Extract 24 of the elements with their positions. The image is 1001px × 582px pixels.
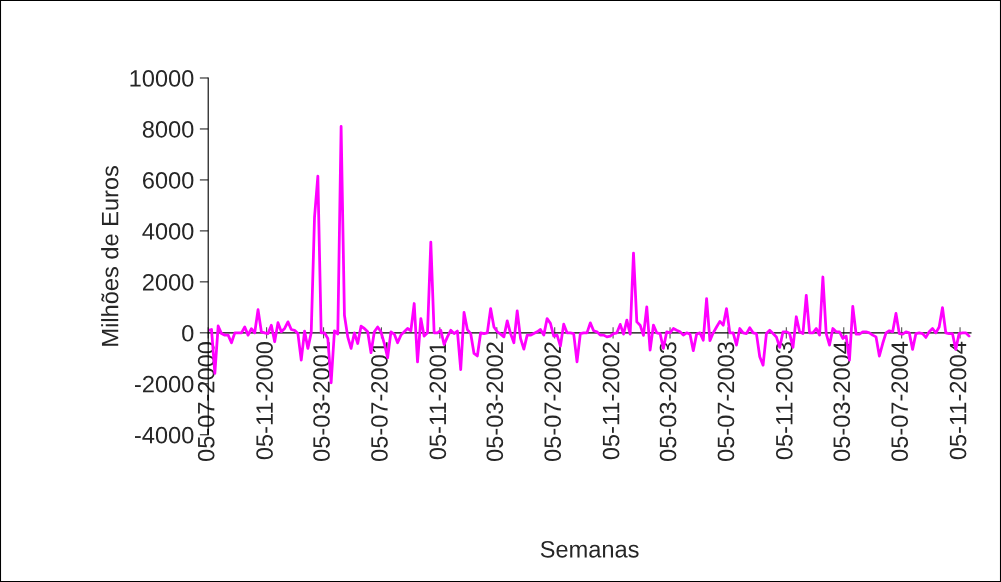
x-tick-label: 05-07-2003 xyxy=(717,342,735,461)
x-tick-label: 05-03-2002 xyxy=(486,342,504,461)
y-tick-label: -4000 xyxy=(134,426,194,444)
y-tick-label: 0 xyxy=(182,324,194,342)
y-axis-title: Milhões de Euros xyxy=(101,166,119,346)
y-tick-label: 2000 xyxy=(142,273,194,291)
x-axis-title: Semanas xyxy=(540,540,639,558)
x-tick-label: 05-03-2003 xyxy=(659,342,677,461)
x-tick-label: 05-07-2004 xyxy=(891,341,909,461)
y-tick-label: 6000 xyxy=(143,171,194,189)
x-tick-label: 05-11-2004 xyxy=(949,341,967,460)
x-tick-label: 05-07-2002 xyxy=(544,342,562,461)
x-tick-label: 05-07-2000 xyxy=(197,342,215,461)
x-tick-label: 05-11-2000 xyxy=(256,342,273,460)
y-tick-label: 8000 xyxy=(142,121,194,138)
x-tick-label: 05-03-2001 xyxy=(313,342,330,461)
y-tick-label: 4000 xyxy=(142,222,194,240)
y-tick-label: -2000 xyxy=(134,375,194,393)
x-tick-label: 05-11-2002 xyxy=(602,342,620,460)
x-tick-label: 05-03-2004 xyxy=(833,341,851,461)
y-tick-label: 10000 xyxy=(130,70,194,87)
x-tick-label: 05-11-2003 xyxy=(775,342,793,460)
x-tick-label: 05-07-2001 xyxy=(371,342,388,461)
x-tick-label: 05-11-2001 xyxy=(429,342,447,460)
